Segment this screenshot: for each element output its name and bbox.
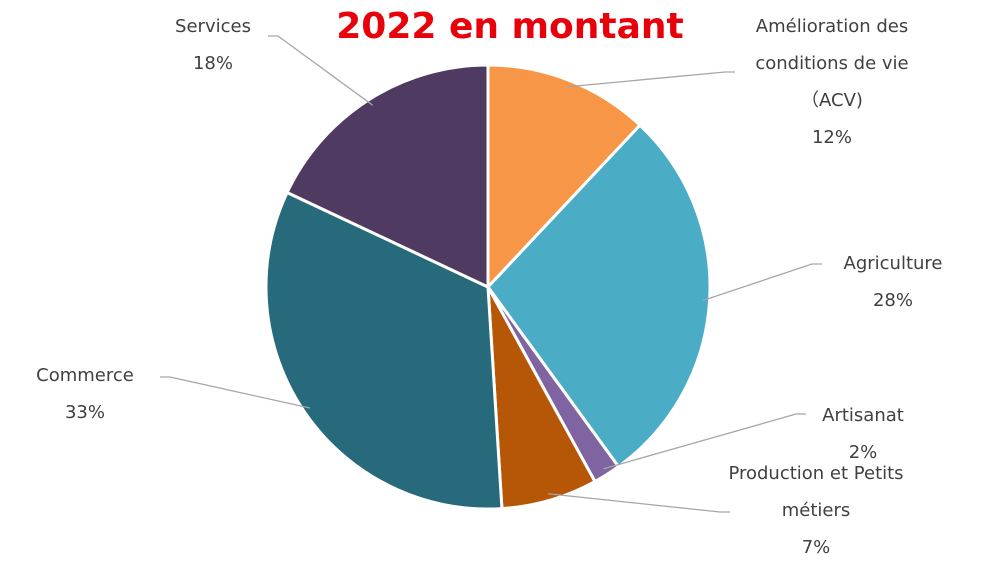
slice-label: Commerce 33% <box>10 357 160 431</box>
leader-line <box>548 493 730 513</box>
category-label: Amélioration des conditions de vie（ACV) <box>755 16 909 111</box>
pie-slice <box>486 123 712 469</box>
pie-slice <box>486 63 643 291</box>
chart-title: 2022 en montant <box>336 6 684 47</box>
category-label: Commerce <box>36 365 134 386</box>
value-label: 28% <box>872 290 913 311</box>
chart <box>160 35 822 513</box>
value-label: 18% <box>192 53 233 74</box>
value-label: 33% <box>64 402 105 423</box>
slice-label: Amélioration des conditions de vie（ACV) 1… <box>742 8 922 156</box>
category-label: Production et Petits métiers <box>728 463 904 521</box>
slice-label: Agriculture 28% <box>823 245 963 319</box>
value-label: 7% <box>801 537 831 558</box>
category-label: Agriculture <box>843 253 943 274</box>
category-label: Services <box>175 16 251 37</box>
leader-line <box>160 376 311 409</box>
pie-slice <box>264 190 504 511</box>
value-label: 12% <box>811 127 852 148</box>
slice-label: Services 18% <box>153 8 273 82</box>
slice-label: Production et Petits métiers 7% <box>726 455 906 566</box>
leader-line <box>567 71 735 88</box>
category-label: Artisanat <box>822 405 904 426</box>
leader-line <box>268 35 373 106</box>
leader-line <box>702 263 822 302</box>
value-label: 2% <box>848 442 878 463</box>
pie-slice <box>285 63 490 290</box>
slice-label: Artisanat 2% <box>793 397 933 471</box>
leader-line <box>603 413 806 470</box>
page: 2022 en montant (() => { const data = JS… <box>10 6 963 558</box>
